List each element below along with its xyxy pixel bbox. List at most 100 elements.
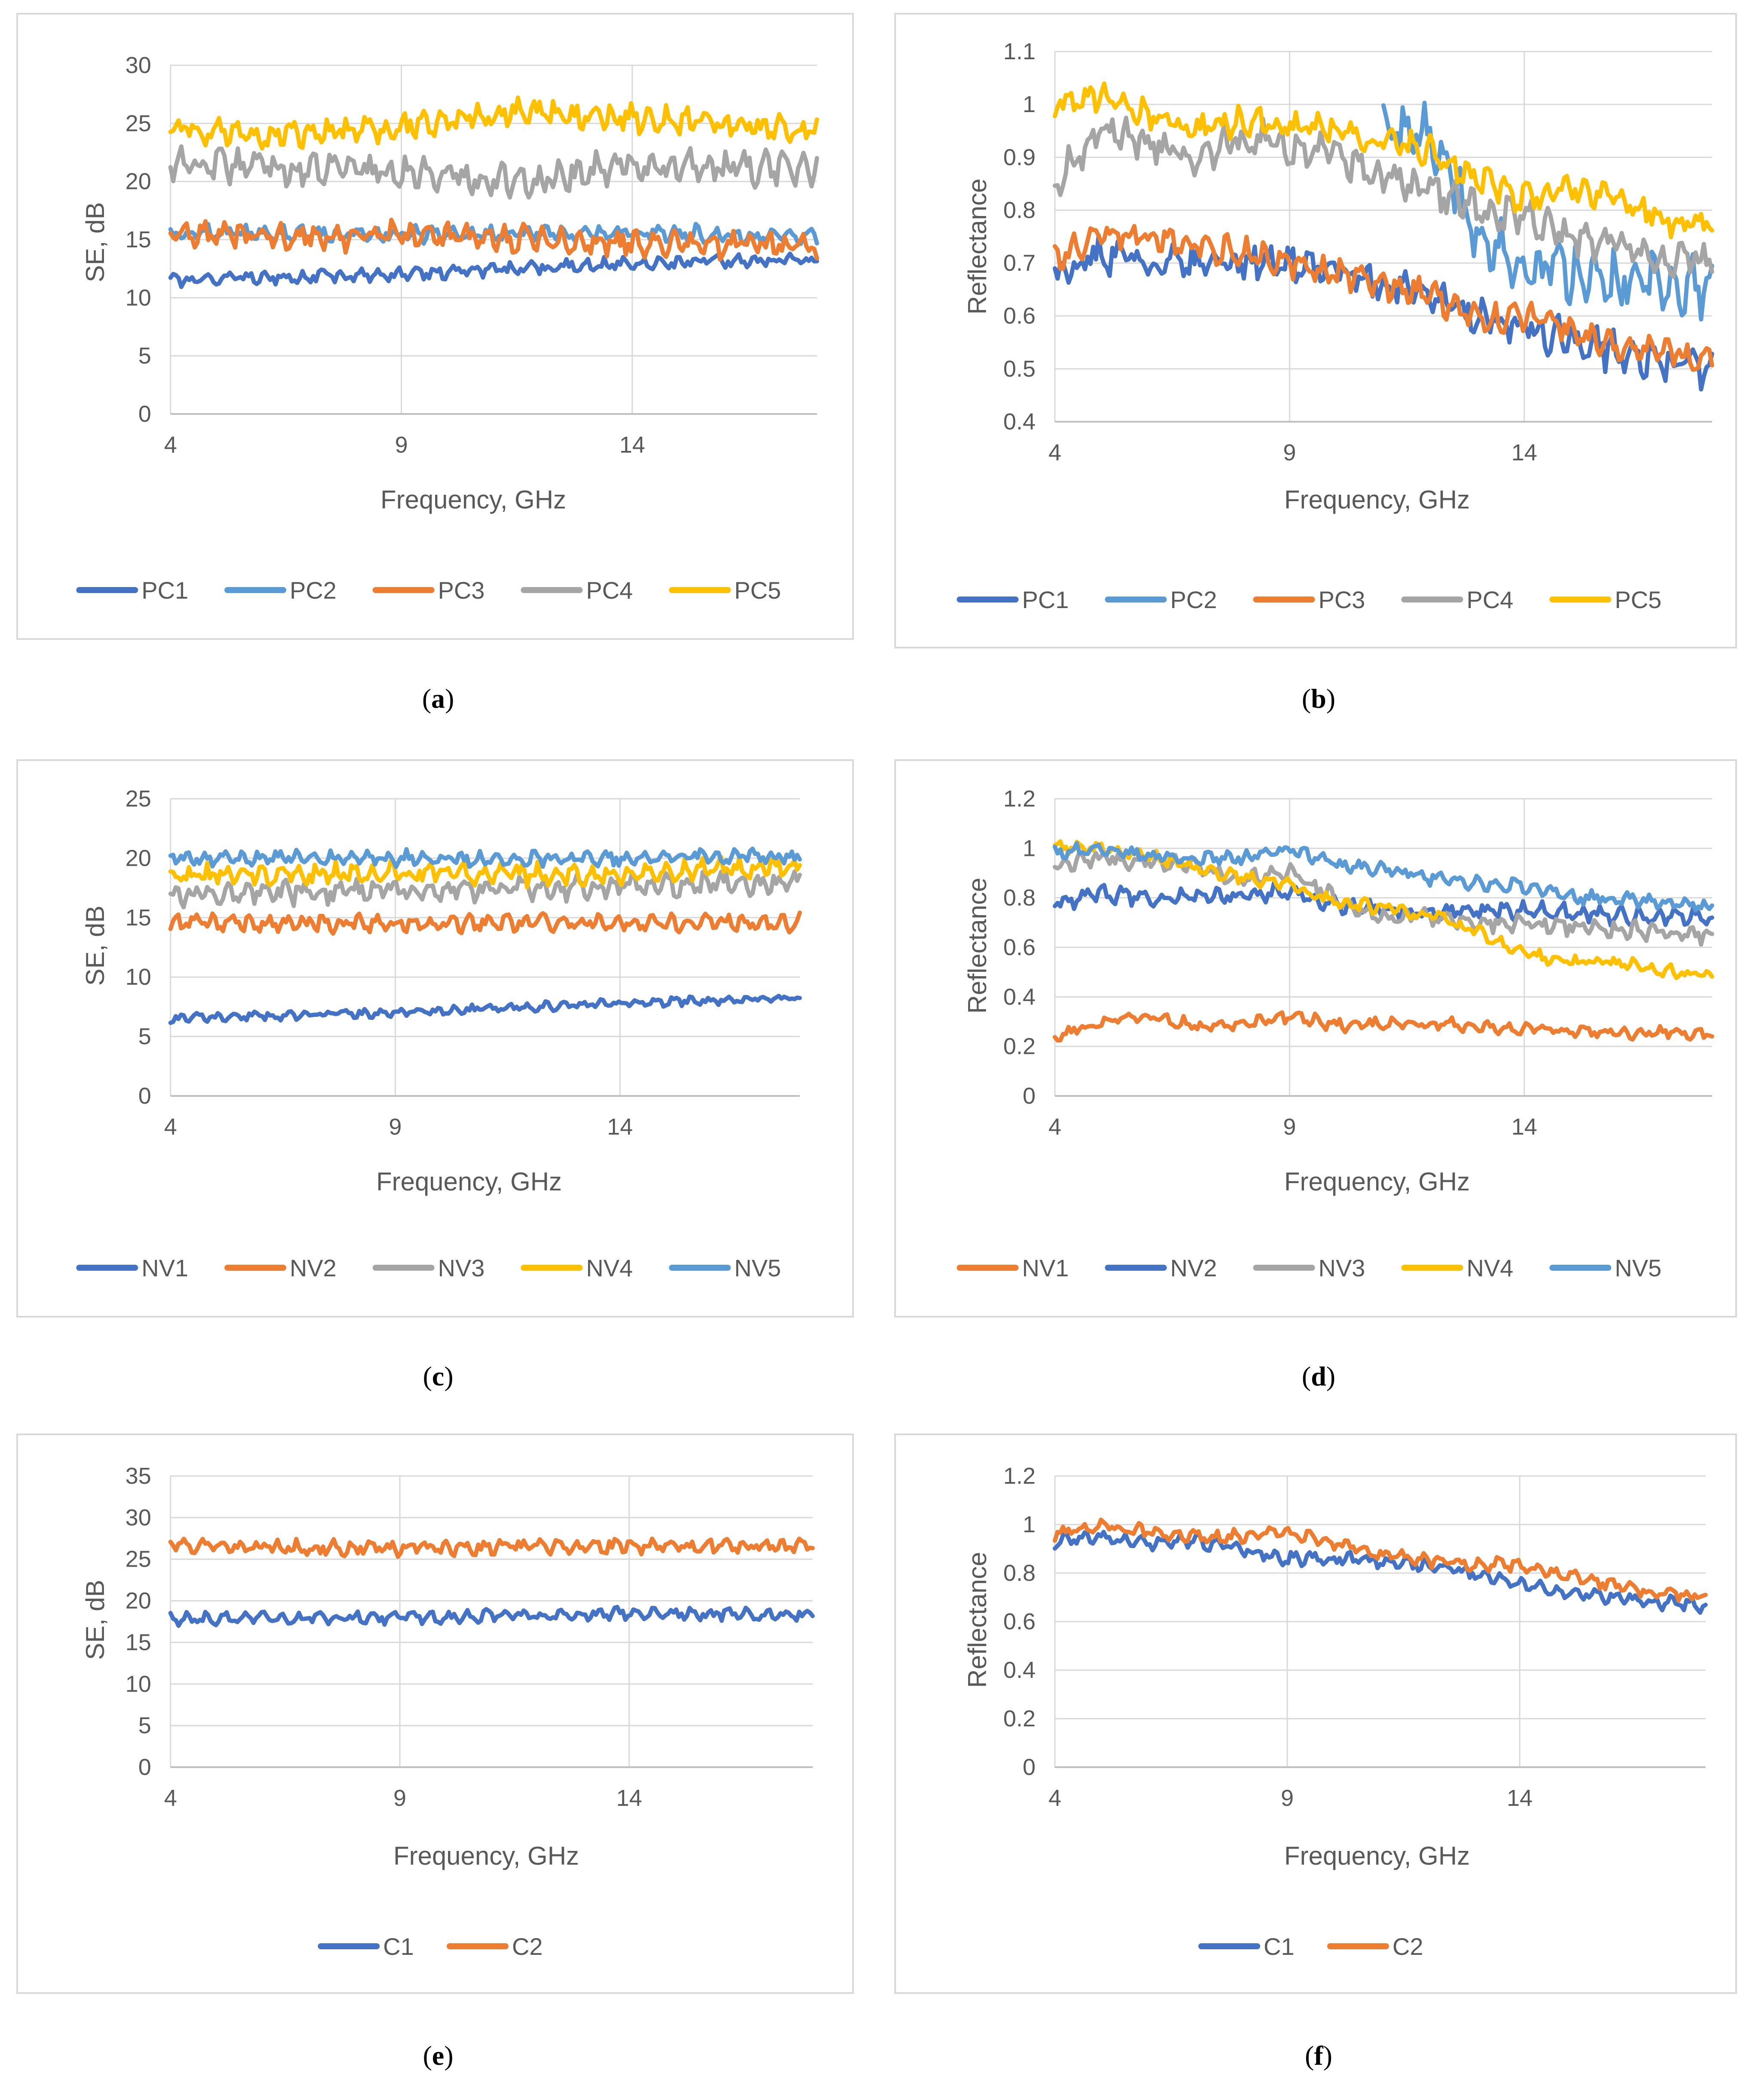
x-tick-label: 14 [619, 432, 645, 458]
chart-panel-c: 0 5 10 15 20 25 4 9 14 SE, dB Frequency, GHz NV1 NV2… [16, 759, 854, 1318]
legend-label-pc2: PC2 [290, 577, 337, 604]
legend-label-nv3: NV3 [1319, 1254, 1365, 1281]
y-tick-label: 0 [1023, 1754, 1036, 1780]
caption-f: (f) [1305, 2040, 1332, 2071]
y-tick-label: 0.5 [1003, 356, 1036, 382]
y-tick-label: 10 [125, 1671, 151, 1697]
chart-panel-e: 0 5 10 15 20 25 30 35 4 9 14 SE, dB Frequency, GHz C1… [16, 1433, 854, 1994]
series-line-pc3 [168, 218, 819, 262]
x-tick-label: 4 [1048, 1114, 1061, 1140]
chart-a: 0 5 10 15 20 25 30 4 9 14 SE, dB Frequency, GHz PC1 P… [76, 52, 819, 604]
y-tick-label: 0.6 [1003, 303, 1036, 329]
x-tick-label: 14 [1511, 1114, 1537, 1140]
chart-b: 0.4 0.5 0.6 0.7 0.8 0.9 1 1.1 4 9 14 Reflectance Fre… [957, 39, 1714, 613]
y-tick-label: 0.2 [1003, 1706, 1036, 1732]
legend-label-c2: C2 [1392, 1933, 1423, 1960]
legend-label-nv5: NV5 [734, 1254, 781, 1281]
legend-label-c1: C1 [1264, 1933, 1295, 1960]
y-tick-label: 1 [1023, 835, 1036, 861]
y-tick-label: 0.4 [1003, 1657, 1036, 1683]
legend-label-pc5: PC5 [734, 577, 781, 604]
x-axis-label: Frequency, GHz [1284, 485, 1470, 514]
y-axis-label: SE, dB [81, 906, 110, 986]
chart-c: 0 5 10 15 20 25 4 9 14 SE, dB Frequency, GHz NV1 NV2… [76, 786, 802, 1281]
chart-d: 0 0.2 0.4 0.6 0.8 1 1.2 4 9 14 Reflectance Frequenc… [957, 786, 1714, 1281]
x-axis-label: Frequency, GHz [1284, 1167, 1470, 1196]
y-tick-label: 0.2 [1003, 1034, 1036, 1059]
series-line-nv1 [1053, 1010, 1714, 1043]
series-line-pc4 [1053, 116, 1714, 279]
series-line-pc5 [168, 95, 819, 151]
chart-panel-f: 0 0.2 0.4 0.6 0.8 1 1.2 4 9 14 Reflectance Frequenc… [894, 1433, 1737, 1994]
y-tick-label: 20 [125, 169, 151, 195]
legend-label-nv4: NV4 [586, 1254, 633, 1281]
y-tick-label: 5 [138, 1713, 151, 1738]
series-line-c2 [168, 1537, 815, 1559]
legend-label-c2: C2 [512, 1933, 543, 1960]
x-axis-label: Frequency, GHz [381, 485, 566, 514]
y-tick-label: 0.6 [1003, 934, 1036, 960]
x-tick-label: 9 [389, 1114, 402, 1140]
chart-panel-a: 0 5 10 15 20 25 30 4 9 14 SE, dB Frequency, GHz PC1 P… [16, 13, 854, 640]
legend-label-c1: C1 [383, 1933, 414, 1960]
legend-label-nv4: NV4 [1467, 1254, 1514, 1281]
legend-label-nv2: NV2 [290, 1254, 337, 1281]
y-tick-label: 15 [125, 905, 151, 931]
x-tick-label: 4 [164, 1114, 177, 1140]
chart-panel-d: 0 0.2 0.4 0.6 0.8 1 1.2 4 9 14 Reflectance Frequenc… [894, 759, 1737, 1318]
series-line-pc1 [168, 251, 819, 289]
series-line-pc5 [1053, 81, 1714, 240]
x-tick-label: 9 [395, 432, 408, 458]
y-tick-label: 5 [138, 343, 151, 369]
y-tick-label: 0.4 [1003, 984, 1036, 1010]
y-tick-label: 0.8 [1003, 197, 1036, 223]
y-tick-label: 1.2 [1003, 1463, 1036, 1489]
y-tick-label: 35 [125, 1463, 151, 1489]
series-line-nv2 [168, 910, 802, 936]
x-tick-label: 14 [607, 1114, 633, 1140]
legend-label-nv1: NV1 [142, 1254, 189, 1281]
x-tick-label: 14 [1511, 440, 1537, 466]
y-tick-label: 1.1 [1003, 39, 1036, 64]
x-tick-label: 4 [164, 432, 177, 458]
x-tick-label: 4 [164, 1785, 177, 1811]
y-axis-label: Reflectance [963, 179, 992, 315]
series-line-c2 [1053, 1517, 1708, 1603]
y-tick-label: 1.2 [1003, 786, 1036, 812]
legend-label-nv1: NV1 [1022, 1254, 1069, 1281]
y-tick-label: 30 [125, 1505, 151, 1531]
y-tick-label: 0.7 [1003, 250, 1036, 276]
x-tick-label: 4 [1048, 1785, 1061, 1811]
chart-panel-b: 0.4 0.5 0.6 0.7 0.8 0.9 1 1.1 4 9 14 Reflectance Fre… [894, 13, 1737, 648]
x-tick-label: 14 [1507, 1785, 1532, 1811]
x-tick-label: 9 [1283, 440, 1296, 466]
y-tick-label: 5 [138, 1024, 151, 1050]
legend-label-nv2: NV2 [1170, 1254, 1217, 1281]
series-line-nv4 [168, 855, 802, 890]
y-tick-label: 25 [125, 110, 151, 136]
x-axis-label: Frequency, GHz [376, 1167, 562, 1196]
y-tick-label: 10 [125, 285, 151, 310]
y-tick-label: 0.9 [1003, 144, 1036, 170]
series-line-nv3 [1053, 849, 1714, 947]
y-axis-label: SE, dB [81, 1580, 110, 1660]
series-line-c1 [1053, 1530, 1708, 1615]
series-line-pc3 [1053, 224, 1714, 372]
x-tick-label: 4 [1048, 440, 1061, 466]
y-tick-label: 25 [125, 786, 151, 812]
caption-e: (e) [423, 2040, 454, 2071]
legend-label-pc4: PC4 [586, 577, 633, 604]
chart-e: 0 5 10 15 20 25 30 35 4 9 14 SE, dB Frequency, GHz C1… [81, 1463, 815, 1960]
x-axis-label: Frequency, GHz [393, 1841, 579, 1870]
y-tick-label: 15 [125, 1629, 151, 1655]
series-line-c1 [168, 1605, 815, 1628]
y-tick-label: 0.4 [1003, 409, 1036, 435]
y-tick-label: 0 [138, 1083, 151, 1109]
y-tick-label: 20 [125, 1588, 151, 1614]
y-tick-label: 0 [138, 1754, 151, 1780]
y-tick-label: 0 [138, 401, 151, 427]
series-line-pc4 [168, 144, 819, 200]
caption-c: (c) [423, 1361, 454, 1391]
caption-d: (d) [1301, 1361, 1336, 1391]
x-axis-label: Frequency, GHz [1284, 1841, 1470, 1870]
